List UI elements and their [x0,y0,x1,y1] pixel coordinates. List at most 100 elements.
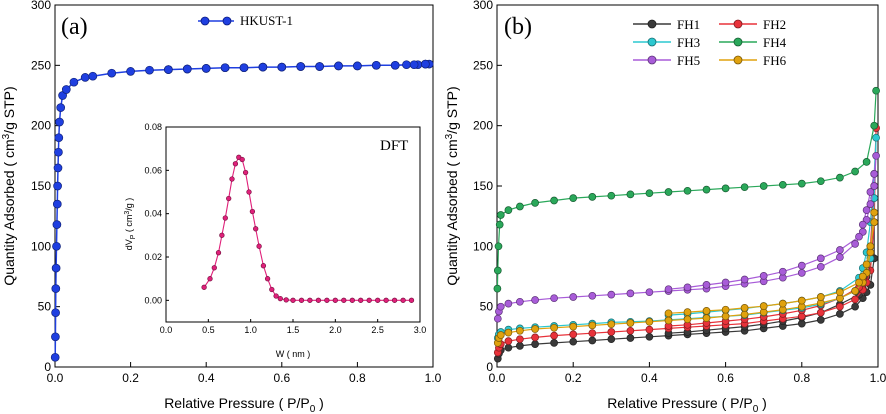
data-point-fh1 [851,302,859,311]
y-tick-label: 50 [480,300,494,314]
data-point-fh5 [797,261,806,270]
data-point-fh5 [797,269,806,277]
data-point-fh6 [866,242,875,251]
data-point-dft [211,265,217,271]
x-tick-label: 1.5 [287,325,300,335]
data-point-fh5 [866,188,875,196]
data-point-fh5 [740,275,749,284]
legend-label-fh3: FH3 [677,35,700,50]
data-point-dft [256,243,262,249]
data-point-fh6 [797,296,806,305]
data-point-hkust-1 [421,59,430,69]
x-axis-label-b-sub: 0 [753,404,759,414]
data-point-dft [375,297,381,303]
y-axis-label-b-end: /g STP) [444,86,460,133]
data-point-fh5 [816,254,825,263]
data-point-dft [307,297,313,303]
inset-y-label-end: /g ) [124,198,134,211]
data-point-hkust-1 [107,68,117,78]
data-point-fh1 [588,336,597,345]
y-axis-ticks-b: 0 50 100 150 200 250 300 [473,0,502,374]
data-point-fh1 [836,310,844,318]
data-point-fh4 [836,173,844,182]
data-point-fh6 [531,325,539,333]
legend-a-marker [200,16,210,26]
data-point-fh1 [550,339,558,347]
y-tick-label: 150 [473,179,493,193]
data-point-fh4 [645,189,654,198]
x-tick-label: 0.6 [717,371,734,385]
data-point-fh2 [504,337,513,345]
legend-b: FH1 FH2 FH3 FH4 FH5 FH6 [633,17,787,68]
data-point-dft [315,297,322,303]
data-point-dft [239,156,245,163]
panel-label-b: (b) [504,14,532,40]
data-point-fh5 [683,283,692,292]
data-point-fh6 [504,328,513,337]
y-tick-label: 150 [31,179,51,193]
y-axis-label-b-main: Quantity Adsorbed ( cm [444,139,460,285]
data-point-fh4 [588,193,597,201]
series-group-a [50,59,434,362]
legend-a: HKUST-1 [198,13,293,28]
inset-dft: DFT 0.0 0.5 1.0 1.5 2.0 2.5 3.0 0.000.020.040.… [124,122,426,359]
data-point-fh5 [816,262,825,271]
series-line-fh4 [496,90,877,289]
legend-label-fh2: FH2 [763,17,786,32]
data-point-fh4 [496,211,505,219]
y-axis-label-b: Quantity Adsorbed ( cm3/g STP) [444,86,460,285]
legend-marker-fh3 [647,37,657,47]
data-point-hkust-1 [334,61,343,71]
data-point-fh6 [721,305,730,314]
data-point-fh1 [607,335,616,344]
data-point-fh2 [588,329,597,338]
y-axis-label-a-main: Quantity Adsorbed ( cm [1,139,17,285]
y-axis-label-a-end: /g STP) [1,86,17,133]
data-point-dft [366,297,372,303]
data-point-hkust-1 [164,65,173,74]
data-point-fh4 [607,191,616,200]
y-axis-label-a-sup: 3 [1,133,12,139]
inset-y-label: dVP ( cm3/g ) [124,198,137,251]
data-point-fh6 [816,293,825,301]
data-point-fh6 [607,320,616,329]
data-point-fh2 [626,326,635,335]
x-tick-label: 0.0 [489,371,506,385]
inset-y-label-main: dV [124,239,134,250]
legend-label-fh1: FH1 [677,17,700,32]
data-point-dft [242,169,249,176]
data-point-fh4 [550,196,558,205]
x-axis-ticks-a: 0.0 0.2 0.4 0.6 0.8 1.0 [47,362,442,385]
data-point-hkust-1 [315,62,324,71]
series-group-b [493,86,880,363]
data-point-fh5 [870,170,879,178]
data-point-fh4 [862,158,871,166]
data-point-fh4 [872,86,880,95]
x-tick-label: 0.0 [47,371,64,385]
data-point-hkust-1 [126,67,135,76]
x-tick-label: 0.2 [565,371,582,385]
data-point-hkust-1 [80,73,90,82]
data-point-hkust-1 [258,62,268,72]
inset-frame [165,126,421,323]
data-point-fh5 [836,246,844,254]
data-point-fh6 [550,323,558,332]
data-point-fh5 [855,232,863,241]
data-point-hkust-1 [52,241,61,251]
y-tick-label: 0.00 [144,295,162,305]
y-tick-label: 300 [473,0,493,12]
data-point-hkust-1 [52,199,62,209]
data-point-dft [269,286,275,293]
legend-marker-fh5 [647,55,657,65]
data-point-hkust-1 [52,220,62,229]
data-point-dft [391,297,398,303]
data-point-fh6 [858,272,867,281]
data-point-fh4 [495,220,504,229]
data-point-fh4 [493,266,502,275]
data-point-fh2 [836,302,844,311]
data-point-fh6 [870,218,879,227]
data-point-fh4 [569,194,578,202]
x-tick-label: 0.6 [273,371,290,385]
data-point-fh5 [862,206,871,214]
data-point-fh5 [531,296,539,304]
